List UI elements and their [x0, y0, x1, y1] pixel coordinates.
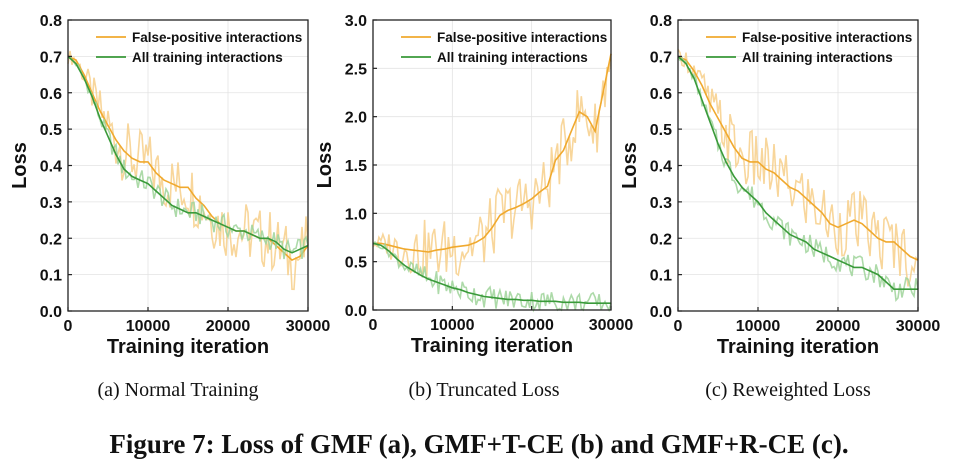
- y-tick-label: 0.7: [650, 49, 672, 66]
- y-tick-label: 0.0: [345, 303, 367, 320]
- y-tick-label: 0.7: [40, 49, 62, 66]
- x-tick-label: 30000: [286, 318, 331, 335]
- x-tick-label: 20000: [206, 318, 251, 335]
- x-tick-label: 30000: [896, 318, 941, 335]
- y-tick-label: 0.2: [650, 231, 672, 248]
- y-tick-label: 0.8: [650, 13, 672, 30]
- x-tick-label: 30000: [589, 317, 634, 334]
- y-tick-label: 3.0: [345, 13, 367, 30]
- chart-panel-2: 0.0 0.5 1.0 1.5 2.0 2.5 3.0 0 10000 20000 30000 Tra…: [314, 13, 633, 401]
- series-line-2: [677, 55, 918, 291]
- x-axis-title: Training iteration: [411, 335, 573, 357]
- x-tick-label: 10000: [736, 318, 781, 335]
- y-tick-label: 0.1: [40, 268, 62, 285]
- series-raw-trace-1: [67, 50, 309, 291]
- x-axis-title: Training iteration: [107, 336, 269, 358]
- y-tick-label: 0.1: [650, 268, 672, 285]
- y-tick-label: 0.5: [345, 255, 367, 272]
- y-tick-label: 0.2: [40, 231, 62, 248]
- series-raw-trace-2: [67, 55, 309, 260]
- chart-panel-1: 0.0 0.1 0.2 0.3 0.4 0.5 0.6 0.7 0.8 0 10000 20000 30…: [9, 13, 330, 401]
- subcaption: (a) Normal Training: [97, 379, 258, 401]
- series-line-1: [67, 55, 309, 262]
- x-tick-label: 20000: [509, 317, 554, 334]
- legend-label-1: False-positive interactions: [437, 30, 607, 45]
- chart-panels: 0.0 0.1 0.2 0.3 0.4 0.5 0.6 0.7 0.8 0 10000 20000 30…: [9, 13, 940, 401]
- y-tick-label: 2.5: [345, 61, 367, 78]
- legend-label-1: False-positive interactions: [742, 30, 912, 45]
- subcaption: (b) Truncated Loss: [408, 379, 559, 401]
- series-raw-trace-2: [677, 56, 919, 302]
- legend-label-2: All training interactions: [132, 50, 283, 65]
- series-line-2: [372, 242, 611, 305]
- y-tick-label: 0.5: [40, 122, 62, 139]
- legend-label-2: All training interactions: [437, 50, 588, 65]
- y-tick-label: 0.5: [650, 122, 672, 139]
- y-axis-title: Loss: [619, 142, 641, 189]
- figure-caption: Figure 7: Loss of GMF (a), GMF+T-CE (b) …: [109, 429, 848, 459]
- y-tick-label: 0.6: [650, 86, 672, 103]
- y-tick-label: 0.0: [40, 304, 62, 321]
- x-tick-label: 10000: [430, 317, 475, 334]
- series-line-1: [373, 53, 612, 253]
- series-line-1: [677, 55, 919, 261]
- x-axis-title: Training iteration: [717, 336, 879, 358]
- y-tick-label: 0.3: [40, 195, 62, 212]
- y-tick-label: 1.0: [345, 206, 367, 223]
- y-tick-label: 0.4: [40, 159, 62, 176]
- series-raw-trace-1: [372, 53, 612, 280]
- y-tick-label: 0.3: [650, 195, 672, 212]
- x-tick-label: 0: [64, 318, 73, 335]
- chart-panel-3: 0.0 0.1 0.2 0.3 0.4 0.5 0.6 0.7 0.8 0 10000 20000 30…: [619, 13, 940, 401]
- series-raw-trace-2: [372, 240, 612, 313]
- y-axis-title: Loss: [9, 142, 31, 189]
- series-line-2: [67, 55, 309, 254]
- subcaption: (c) Reweighted Loss: [705, 379, 871, 401]
- x-tick-label: 10000: [126, 318, 171, 335]
- y-axis-title: Loss: [314, 142, 336, 189]
- series-raw-trace-1: [677, 48, 919, 287]
- y-tick-label: 1.5: [345, 158, 367, 175]
- legend-label-1: False-positive interactions: [132, 30, 302, 45]
- y-tick-label: 0.6: [40, 86, 62, 103]
- y-tick-label: 2.0: [345, 110, 367, 127]
- y-tick-label: 0.4: [650, 159, 672, 176]
- x-tick-label: 0: [674, 318, 683, 335]
- y-tick-label: 0.0: [650, 304, 672, 321]
- y-tick-label: 0.8: [40, 13, 62, 30]
- x-tick-label: 20000: [816, 318, 861, 335]
- legend-label-2: All training interactions: [742, 50, 893, 65]
- x-tick-label: 0: [369, 317, 378, 334]
